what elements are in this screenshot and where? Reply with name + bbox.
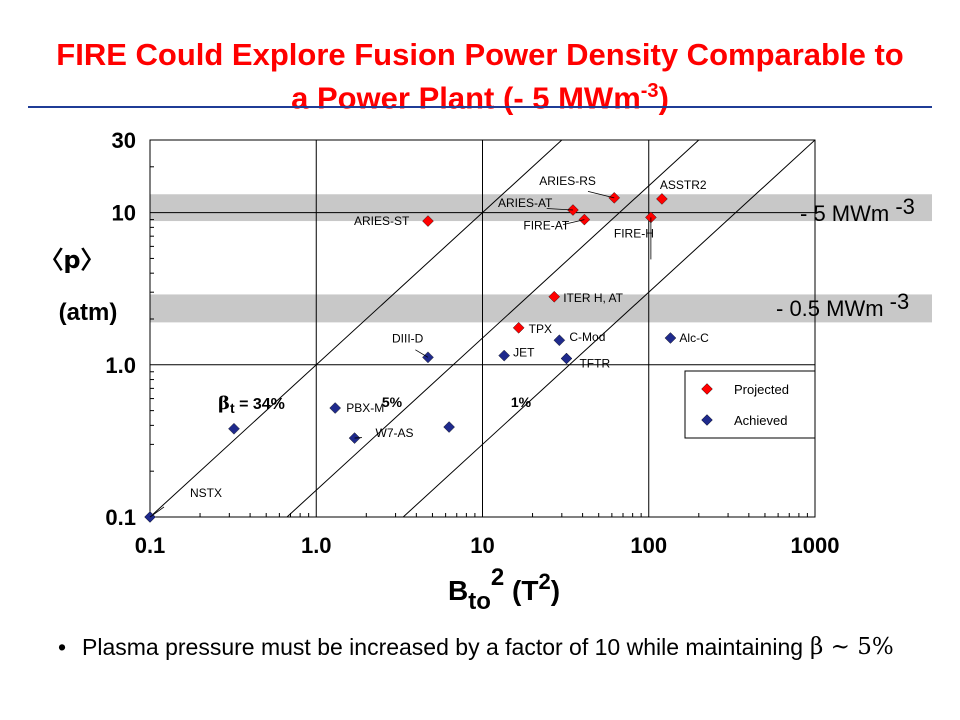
title-line-1: FIRE Could Explore Fusion Power Density … xyxy=(56,37,904,72)
data-point xyxy=(228,422,240,435)
data-label: W7-AS xyxy=(376,426,414,440)
data-point xyxy=(656,193,668,205)
title-rule xyxy=(28,106,932,108)
data-point xyxy=(443,421,455,433)
data-label: JET xyxy=(513,346,535,360)
beta-line xyxy=(286,140,700,517)
data-label: NSTX xyxy=(190,486,222,500)
beta-label-sub: t xyxy=(230,400,235,416)
power-density-band xyxy=(150,294,932,323)
title-line-2-close: ) xyxy=(658,80,669,116)
data-label: FIRE-H xyxy=(614,226,654,240)
data-label: Alc-C xyxy=(679,331,709,345)
x-label-base: B xyxy=(448,575,468,606)
band-label-05-sup: -3 xyxy=(884,289,910,314)
x-tick-label: 1000 xyxy=(791,533,840,558)
x-tick-label: 10 xyxy=(470,533,494,558)
x-label-sub: to xyxy=(468,588,491,615)
data-label: ASSTR2 xyxy=(660,178,707,192)
title-line-2: a Power Plant (- 5 MWm-3) xyxy=(0,74,960,115)
label-leader xyxy=(546,208,573,211)
beta-label-value: = 34% xyxy=(235,396,285,413)
bullet-beta: β ~ 5% xyxy=(810,634,894,660)
y-axis-label-unit: (atm) xyxy=(59,299,118,326)
x-axis-label: Bto2 (T2) xyxy=(448,564,560,615)
data-label: ARIES-RS xyxy=(539,174,596,188)
beta-label-5: 5% xyxy=(382,394,403,410)
beta-lines xyxy=(150,140,815,517)
beta-label-symbol: β xyxy=(218,393,230,414)
series-achieved: C-Mod Alc-C DIII-D JET TFTR PBX-M W7-AS NSTX xyxy=(144,330,709,523)
x-label-unit-close: ) xyxy=(551,575,560,606)
label-leader xyxy=(562,219,585,225)
bullet-marker: • xyxy=(58,634,67,660)
legend-marker xyxy=(701,414,713,426)
beta-line xyxy=(402,140,815,517)
title-line-2-superscript: -3 xyxy=(640,80,659,102)
x-label-unit-sup: 2 xyxy=(538,569,550,594)
data-point xyxy=(329,402,342,414)
label-leader xyxy=(587,190,615,199)
data-point xyxy=(512,321,525,334)
label-leader xyxy=(415,349,429,358)
data-label: ARIES-ST xyxy=(354,214,410,228)
bullet-note: • Plasma pressure must be increased by a … xyxy=(58,634,894,661)
data-point xyxy=(560,352,573,365)
data-label: ITER H, AT xyxy=(563,291,623,305)
label-leader xyxy=(149,506,165,518)
data-label: FIRE-AT xyxy=(523,219,569,233)
legend-marker xyxy=(701,383,713,395)
data-point xyxy=(553,334,566,347)
data-point xyxy=(498,349,511,362)
data-point xyxy=(664,332,677,344)
title-line-2-text: a Power Plant (- 5 MWm xyxy=(291,80,641,116)
data-label: TPX xyxy=(529,322,552,336)
x-tick-label: 0.1 xyxy=(135,533,166,558)
beta-line xyxy=(150,140,563,517)
legend-box xyxy=(684,370,816,439)
y-tick-label: 30 xyxy=(112,128,136,153)
x-tick-label: 1.0 xyxy=(301,533,332,558)
bullet-text: Plasma pressure must be increased by a f… xyxy=(82,634,804,660)
y-tick-label: 1.0 xyxy=(105,353,136,378)
data-label: C-Mod xyxy=(569,330,605,344)
x-label-unit: (T xyxy=(504,575,538,606)
band-label-5-text: - 5 MWm xyxy=(800,201,889,226)
legend-label: Projected xyxy=(734,382,789,397)
legend-label: Achieved xyxy=(734,413,787,428)
data-point xyxy=(422,215,434,227)
x-tick-label: 100 xyxy=(630,533,667,558)
beta-label-1: 1% xyxy=(511,394,532,410)
band-label-5-sup: -3 xyxy=(889,194,915,219)
beta-label-34: βt = 34% xyxy=(218,393,285,416)
data-label: TFTR xyxy=(579,357,610,371)
y-tick-label: 0.1 xyxy=(105,505,136,530)
band-label-05-text: - 0.5 MWm xyxy=(776,296,884,321)
band-label-05: - 0.5 MWm -3 xyxy=(776,289,909,321)
data-point xyxy=(548,290,561,303)
series-projected: ARIES-RS ASSTR2 ARIES-AT FIRE-AT FIRE-H ARIES… xyxy=(354,174,707,336)
power-density-band xyxy=(150,194,932,222)
x-label-sup: 2 xyxy=(491,564,504,591)
data-label: PBX-M xyxy=(346,401,384,415)
band-label-5: - 5 MWm -3 xyxy=(800,194,915,226)
data-label: DIII-D xyxy=(392,331,424,345)
data-label: ARIES-AT xyxy=(498,196,553,210)
legend: Projected Achieved xyxy=(684,370,816,439)
y-tick-label: 10 xyxy=(112,201,136,226)
y-axis-label-symbol: 〈p〉 xyxy=(39,246,104,274)
plot-frame xyxy=(149,139,816,518)
label-leader xyxy=(354,437,362,439)
